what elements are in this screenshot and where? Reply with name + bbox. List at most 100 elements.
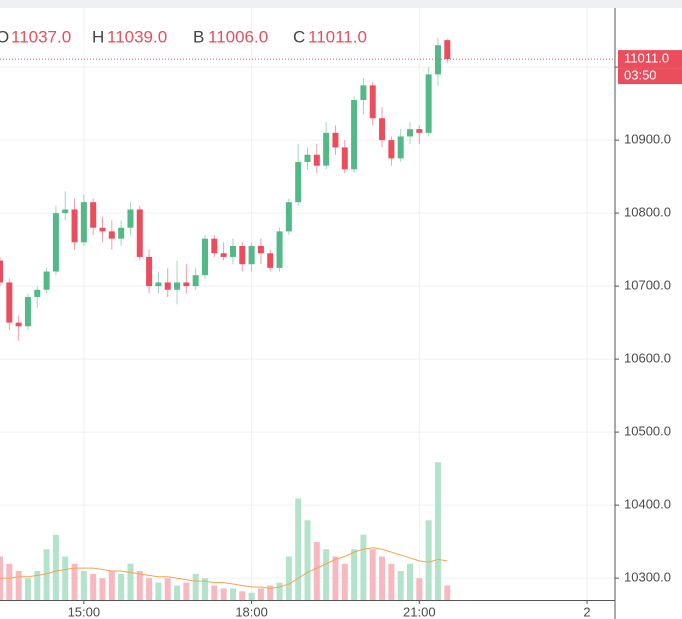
volume-bar: [164, 578, 171, 600]
volume-bar: [127, 563, 134, 600]
volume-bar: [220, 588, 227, 600]
countdown-box: [618, 68, 682, 85]
candle-body: [323, 132, 330, 166]
volume-bar: [155, 582, 162, 600]
candle-body: [136, 209, 143, 257]
volume-bar: [211, 585, 218, 600]
candle-body: [183, 282, 190, 287]
volume-bar: [202, 578, 208, 600]
legend-key: C: [293, 27, 305, 46]
y-tick-label: 10700.0: [624, 278, 671, 293]
candle-body: [267, 253, 274, 268]
candle-body: [425, 74, 432, 133]
x-tick-label: 21:00: [403, 604, 436, 619]
volume-bar: [99, 578, 106, 600]
volume-bar: [416, 578, 423, 600]
volume-bar: [425, 520, 432, 600]
y-tick-label: 10400.0: [624, 497, 671, 512]
candle-body: [0, 260, 3, 283]
candle-body: [52, 213, 59, 272]
candle-body: [80, 202, 87, 243]
candle-body: [304, 154, 311, 163]
volume-bar: [407, 563, 413, 600]
volume-bar: [229, 588, 236, 600]
candle-body: [379, 118, 386, 141]
volume-bar: [24, 578, 31, 600]
candle-body: [15, 322, 22, 327]
ohlc-legend: O 11037.0 H 11039.0 B 11006.0 C 11011.0: [0, 27, 367, 46]
candle-body: [407, 129, 413, 137]
candle-body: [6, 282, 13, 323]
legend-value: 11037.0: [11, 27, 71, 46]
candle-body: [118, 227, 125, 239]
y-tick-label: 10900.0: [624, 132, 671, 147]
candle-body: [108, 231, 115, 239]
candle-body: [397, 136, 404, 159]
legend-key: H: [92, 27, 104, 46]
candle-body: [313, 154, 320, 166]
volume-bar: [6, 563, 13, 600]
countdown-label: 03:50: [624, 68, 657, 83]
volume-bar: [43, 549, 50, 600]
candle-body: [220, 253, 227, 257]
volume-bar: [174, 585, 181, 600]
candle-body: [174, 282, 181, 290]
candle-body: [444, 40, 451, 60]
volume-bar: [388, 563, 395, 600]
candle-body: [416, 129, 423, 133]
volume-bar: [267, 585, 274, 600]
candle-body: [211, 238, 218, 254]
candle-body: [146, 256, 153, 287]
volume-bar: [313, 542, 320, 600]
legend-key: B: [193, 27, 204, 46]
x-tick-label: 15:00: [68, 604, 101, 619]
candle-body: [341, 147, 348, 170]
volume-bar: [71, 563, 78, 600]
volume-bar: [295, 498, 302, 600]
legend-value: 11006.0: [208, 27, 268, 46]
candle-body: [43, 271, 50, 290]
candle-body: [332, 132, 339, 148]
volume-bar: [276, 582, 283, 600]
volume-bar: [257, 588, 264, 600]
candle-body: [192, 275, 199, 287]
y-tick-label: 10600.0: [624, 351, 671, 366]
volume-bar: [285, 556, 292, 600]
legend-value: 11039.0: [107, 27, 167, 46]
volume-bar: [80, 571, 87, 600]
volume-bar: [248, 592, 255, 600]
candle-body: [155, 282, 162, 287]
volume-bar: [108, 571, 115, 600]
volume-bar: [332, 556, 339, 600]
candle-body: [295, 162, 302, 203]
volume-bar: [62, 556, 69, 600]
volume-bar: [360, 534, 367, 600]
volume-bar: [323, 549, 330, 600]
volume-bar: [192, 573, 199, 600]
candle-body: [202, 238, 208, 276]
volume-bar: [34, 571, 41, 600]
volume-bar: [379, 556, 386, 600]
volume-bar: [146, 578, 153, 600]
volume-bar: [351, 549, 358, 600]
volume-bar: [397, 571, 404, 600]
last-price-label: 11011.0: [624, 51, 669, 66]
top-strip: [0, 0, 682, 8]
axes: 10300.0 10400.0 10500.0 10600.0 10700.0 10800…: [68, 50, 682, 619]
candle-body: [229, 245, 236, 257]
y-tick-label: 10300.0: [624, 570, 671, 585]
candle-body: [285, 202, 292, 232]
volume-bar: [118, 573, 125, 600]
volume-bar: [90, 573, 97, 600]
candle-body: [248, 245, 255, 265]
grid: [0, 8, 615, 600]
volume-bar: [15, 571, 22, 600]
y-tick-label: 10500.0: [624, 424, 671, 439]
candle-body: [434, 45, 441, 75]
volume-bar: [304, 520, 311, 600]
candle-body: [360, 85, 367, 100]
last-price-box: [618, 50, 682, 69]
volume-bar: [369, 549, 376, 600]
volume-bar: [183, 582, 190, 600]
candle-body: [90, 202, 97, 228]
